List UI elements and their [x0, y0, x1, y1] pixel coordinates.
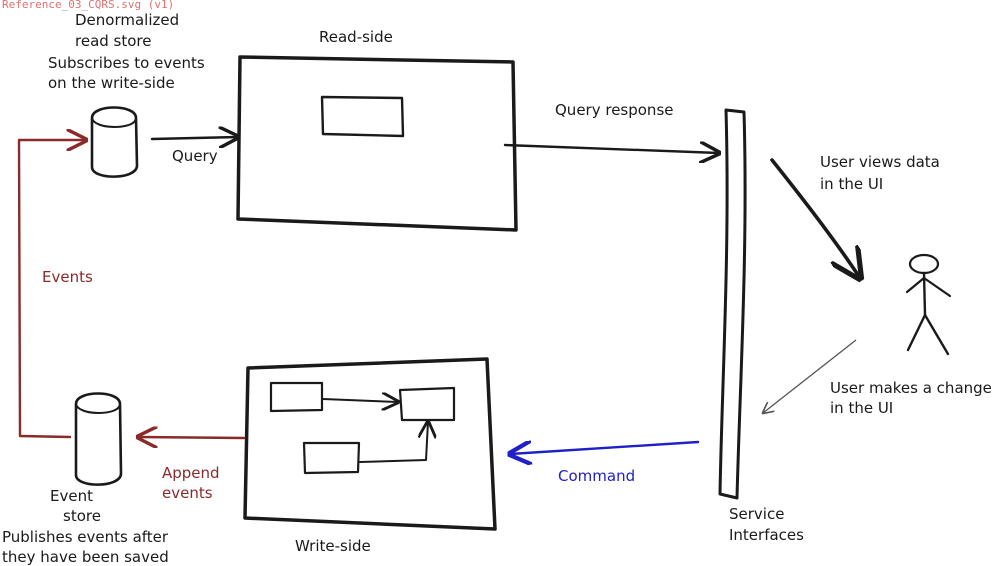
append-events-arrow: [138, 437, 246, 438]
events-arrow: [17, 140, 86, 439]
event-store-desc-line1: Publishes events after: [2, 528, 169, 546]
user-views-arrow: [770, 158, 860, 278]
user-stick-figure-icon: [905, 253, 952, 356]
command-label: Command: [558, 467, 635, 485]
query-response-arrow: [503, 145, 719, 153]
query-response-label: Query response: [555, 101, 673, 119]
file-label: Reference_03_CQRS.svg (v1): [2, 0, 174, 11]
user-makes-label-line1: User makes a change: [830, 379, 992, 397]
event-store-title-line1: Event: [50, 487, 93, 505]
user-makes-change-arrow: [763, 339, 857, 413]
user-views-label-line1: User views data: [820, 153, 940, 171]
read-side-title: Read-side: [319, 28, 393, 46]
write-side-title: Write-side: [295, 537, 371, 555]
read-store-cylinder-icon: [90, 106, 139, 178]
service-interfaces-bar: [718, 108, 747, 500]
read-store-desc-line2: on the write-side: [48, 74, 175, 92]
query-label: Query: [172, 147, 218, 165]
read-store-desc-line1: Subscribes to events: [48, 54, 205, 72]
read-store-title-line2: read store: [75, 32, 152, 50]
service-label-line1: Service: [729, 505, 784, 523]
service-label-line2: Interfaces: [729, 526, 804, 544]
append-events-label-line1: Append: [162, 464, 220, 482]
event-store-title-line2: store: [63, 507, 101, 525]
append-events-label-line2: events: [162, 484, 213, 502]
query-arrow: [150, 137, 238, 139]
user-makes-label-line2: in the UI: [830, 399, 893, 417]
read-side-box: [236, 55, 518, 232]
write-side-box: [243, 357, 497, 531]
event-store-cylinder-icon: [74, 392, 123, 486]
read-store-title-line1: Denormalized: [75, 11, 179, 29]
command-arrow: [510, 442, 700, 454]
user-views-label-line2: in the UI: [820, 175, 883, 193]
event-store-desc-line2: they have been saved: [2, 548, 169, 566]
events-label: Events: [42, 268, 93, 286]
